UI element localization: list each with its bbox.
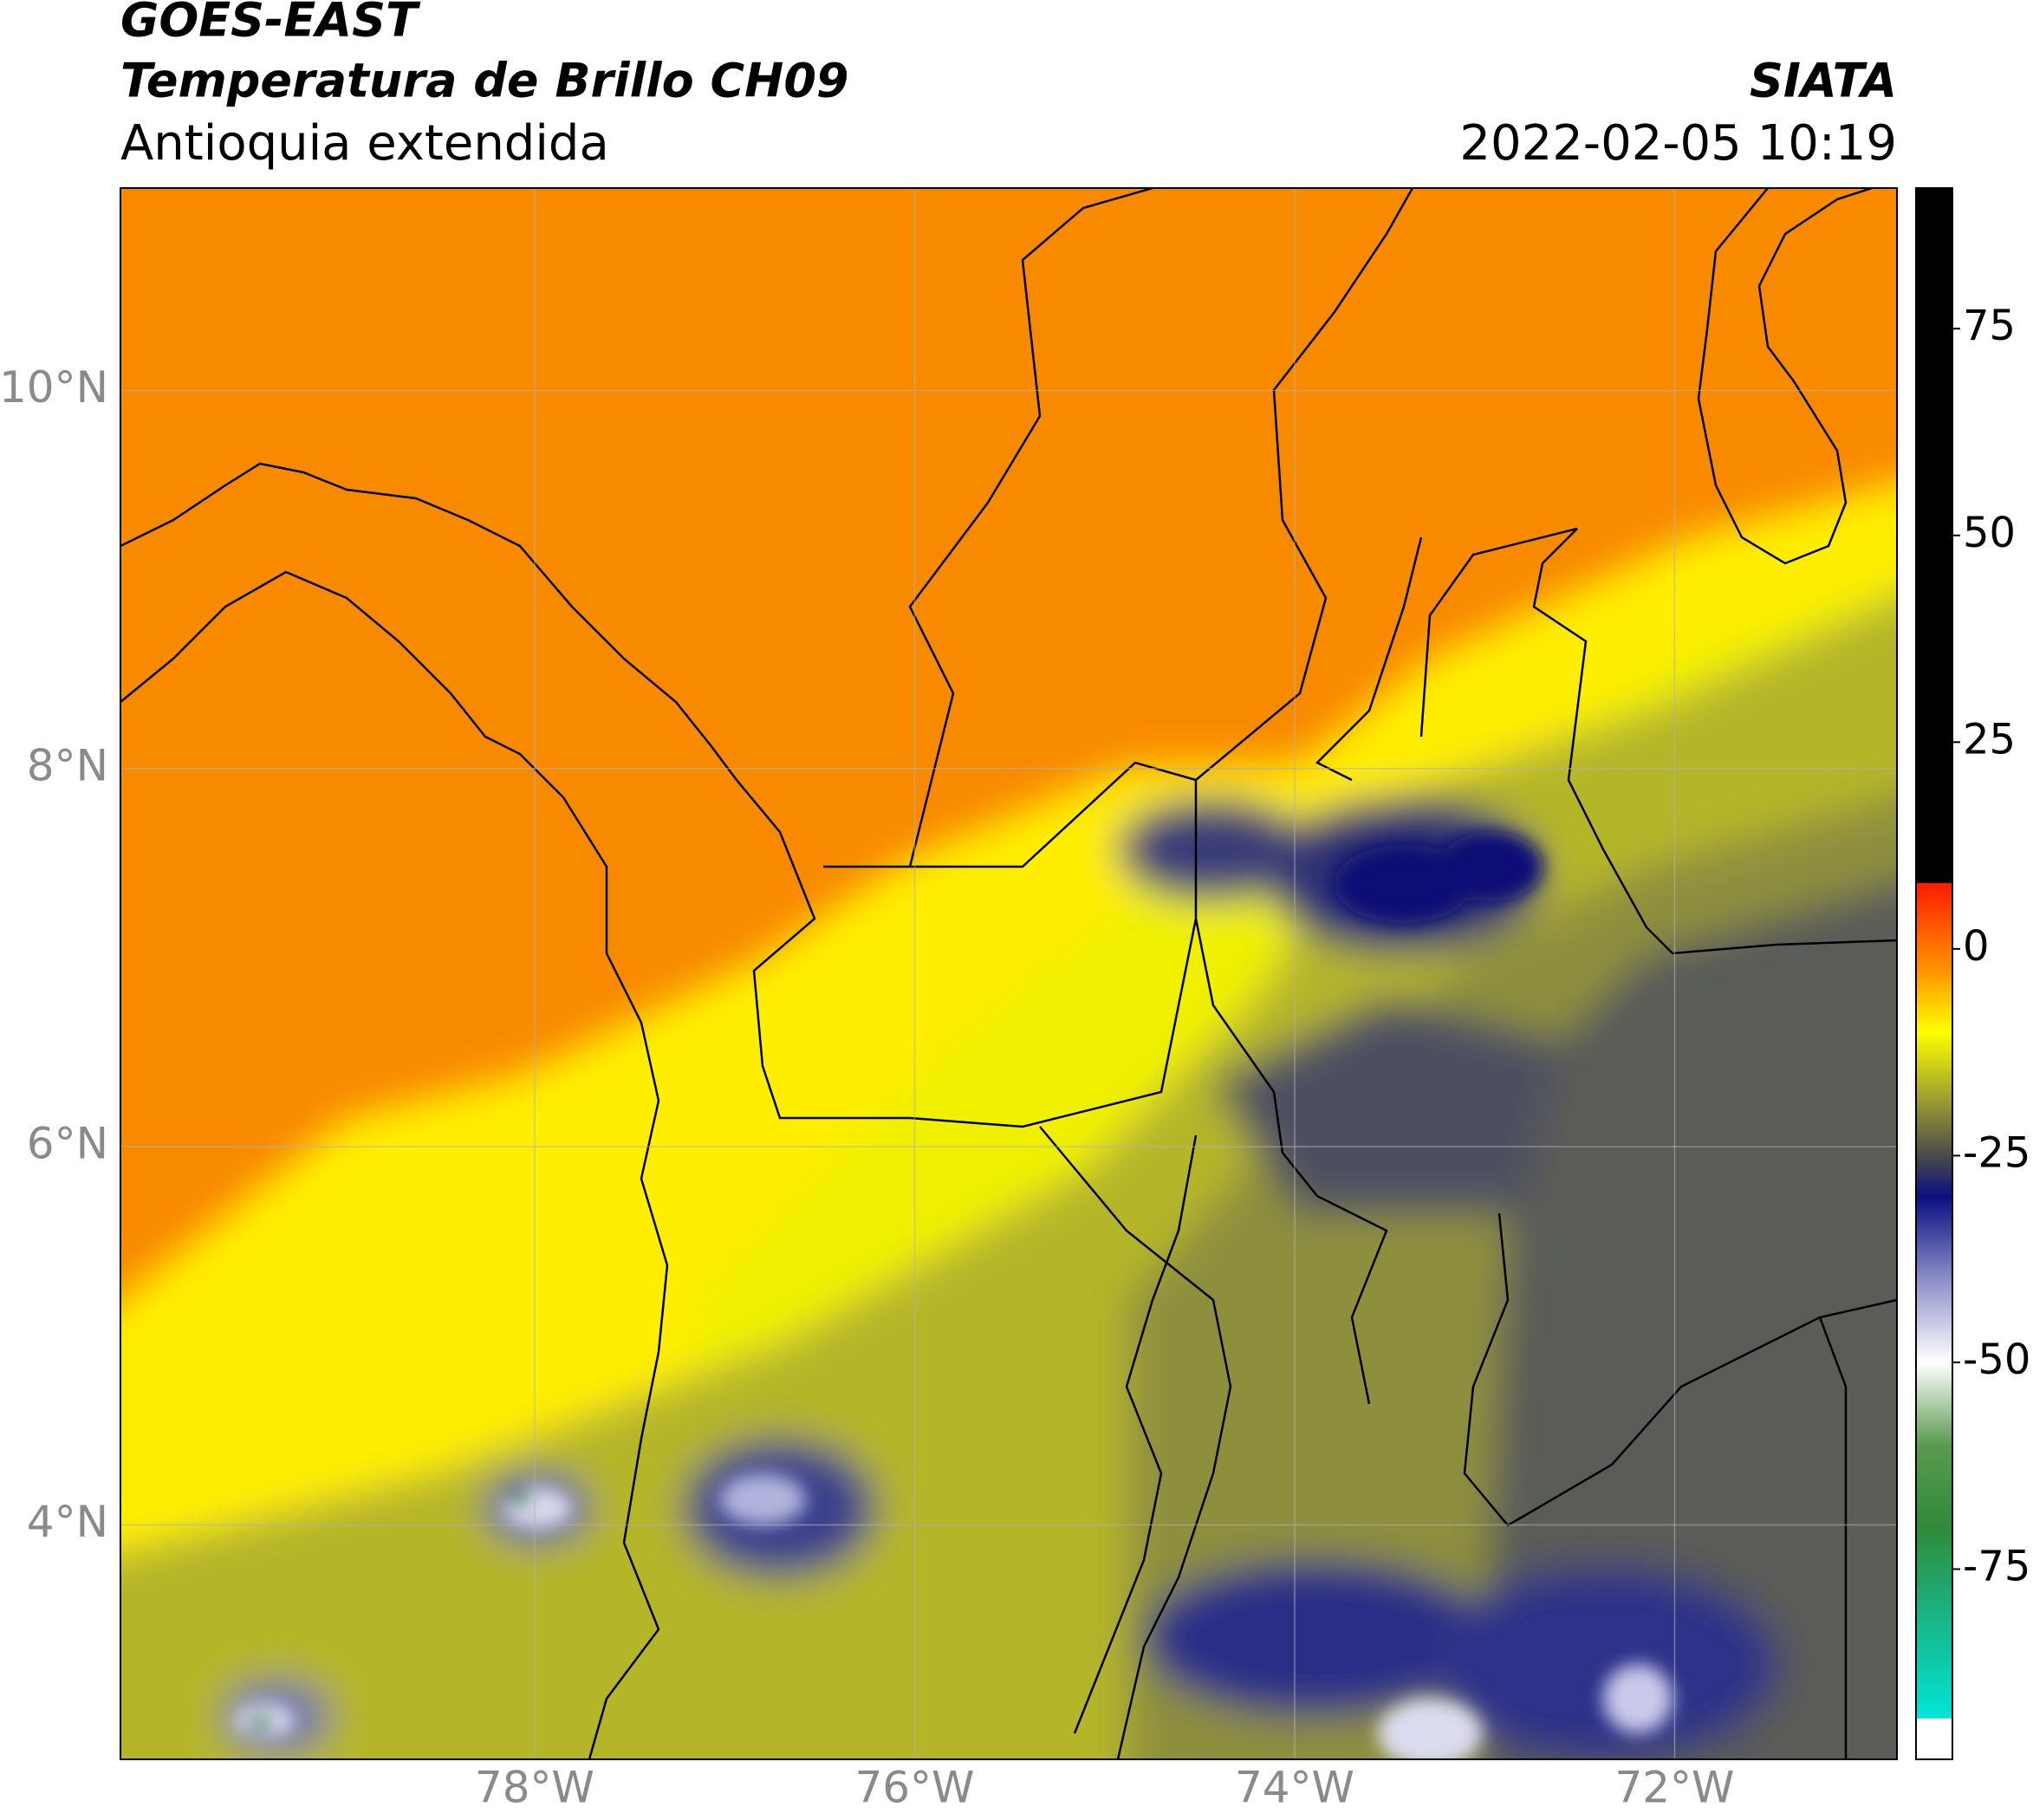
x-tick-label: 72°W <box>1614 1763 1734 1813</box>
x-tick-label: 76°W <box>854 1763 974 1813</box>
title: GOES-EAST <box>120 0 421 48</box>
y-tick-label: 4°N <box>27 1497 108 1547</box>
colorbar-segment <box>1916 1031 1952 1099</box>
colorbar-tick-label: -75 <box>1963 1543 2030 1591</box>
x-tick-label: 78°W <box>475 1763 594 1813</box>
colorbar-segment <box>1916 973 1952 1032</box>
colorbar-tick-label: -25 <box>1963 1128 2030 1177</box>
y-tick-label: 8°N <box>27 740 108 790</box>
colorbar-frame <box>1915 187 1953 1760</box>
subtitle: Temperatura de Brillo CH09 <box>120 54 849 108</box>
colorbar-segment <box>1916 1097 1952 1156</box>
colorbar-segment <box>1916 882 1952 974</box>
map-frame <box>120 187 1898 1760</box>
colorbar-tick-label: -50 <box>1963 1336 2030 1384</box>
agency: SIATA <box>1750 54 1897 108</box>
colorbar-tick-label: 25 <box>1963 715 2016 764</box>
y-tick-label: 6°N <box>27 1119 108 1169</box>
colorbar-segment <box>1916 1279 1952 1363</box>
timestamp: 2022-02-05 10:19 <box>1459 115 1897 172</box>
satellite-image <box>120 188 1897 1759</box>
colorbar-tick-label: 0 <box>1963 922 1990 971</box>
colorbar-segment <box>1916 1155 1952 1198</box>
y-tick-label: 10°N <box>0 362 108 413</box>
colorbar-segment <box>1916 1527 1952 1719</box>
colorbar-tick-label: 75 <box>1963 302 2016 350</box>
colorbar-segment <box>1916 1197 1952 1281</box>
x-tick-label: 74°W <box>1235 1763 1354 1813</box>
colorbar-tick-label: 50 <box>1963 509 2016 557</box>
colorbar-segment <box>1916 1718 1952 1760</box>
colorbar-segment <box>1916 1362 1952 1446</box>
region: Antioquia extendida <box>120 115 609 172</box>
colorbar-segment <box>1916 1445 1952 1529</box>
colorbar-segment <box>1916 188 1952 884</box>
